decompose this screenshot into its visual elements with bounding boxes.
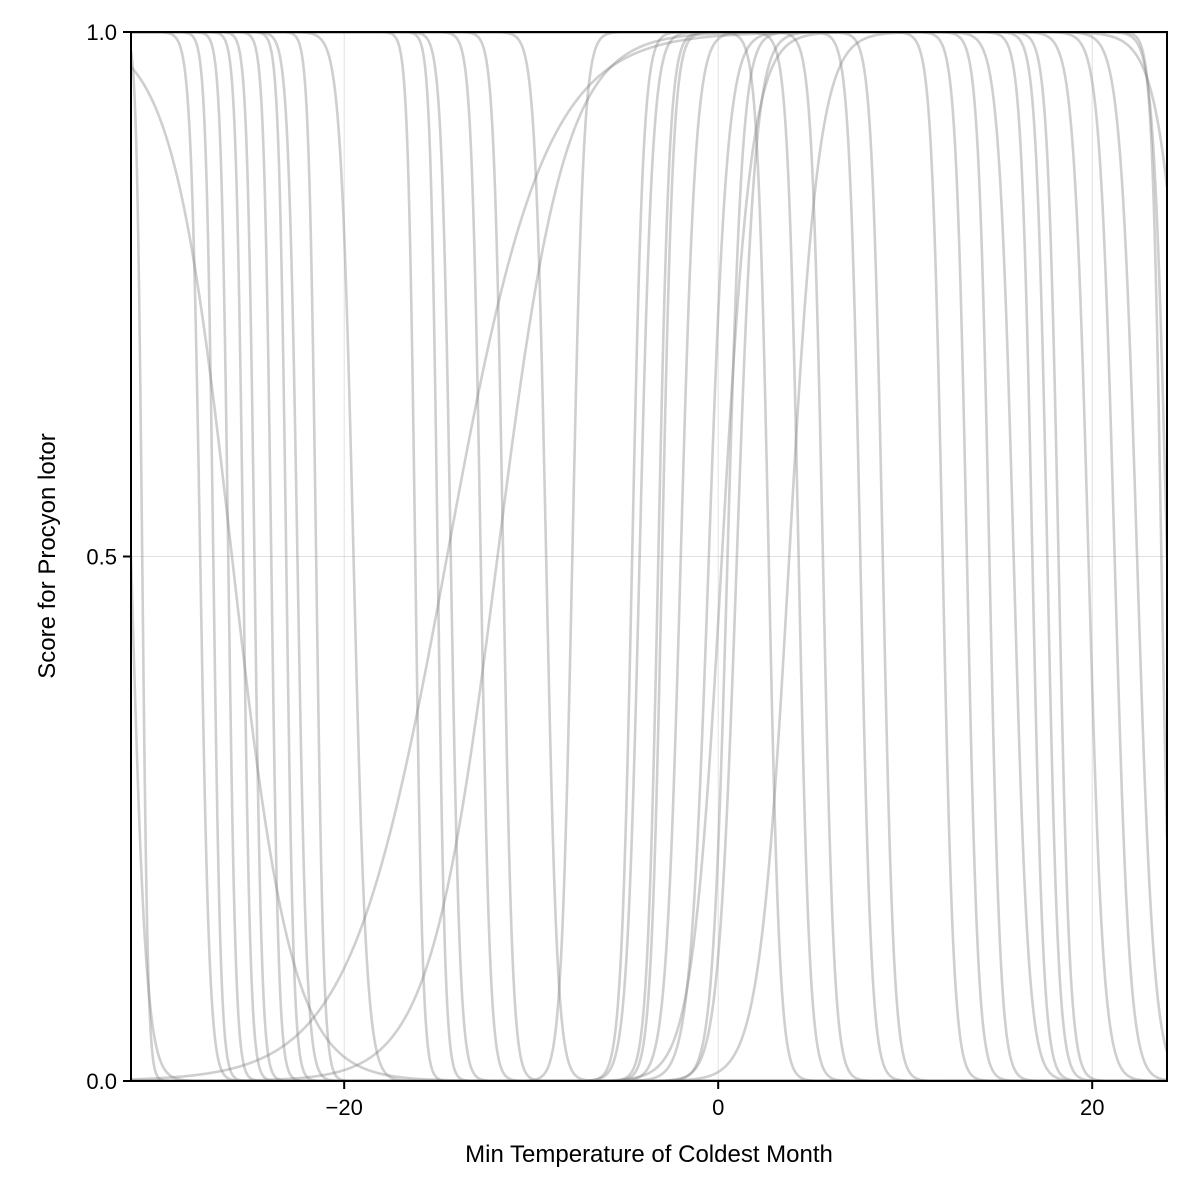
x-tick-label: 20 [1080, 1095, 1104, 1120]
grid [131, 32, 1167, 1081]
y-tick-label: 0.5 [86, 545, 117, 570]
series-line-38 [131, 32, 1167, 839]
x-tick-label: −20 [326, 1095, 363, 1120]
series-line-26 [131, 32, 1167, 1081]
series-line-28 [131, 32, 1167, 1081]
y-tick-label: 0.0 [86, 1069, 117, 1094]
x-axis-label: Min Temperature of Coldest Month [465, 1141, 833, 1168]
series-line-29 [131, 32, 1167, 1081]
axis-ticks: −20 0 20 0.0 0.5 1.0 [86, 20, 1104, 1120]
series-line-24 [131, 32, 1167, 1081]
series-line-3 [131, 65, 1167, 1081]
series-line-25 [131, 32, 1167, 1081]
x-tick-label: 0 [712, 1095, 724, 1120]
y-tick-label: 1.0 [86, 20, 117, 45]
series-line-10 [131, 32, 1167, 1081]
series-line-27 [131, 32, 1167, 1081]
series-line-21 [131, 32, 1167, 1081]
series-line-11 [131, 32, 1167, 1081]
y-axis-label: Score for Procyon lotor [34, 433, 61, 678]
series-line-12 [131, 32, 1167, 1081]
